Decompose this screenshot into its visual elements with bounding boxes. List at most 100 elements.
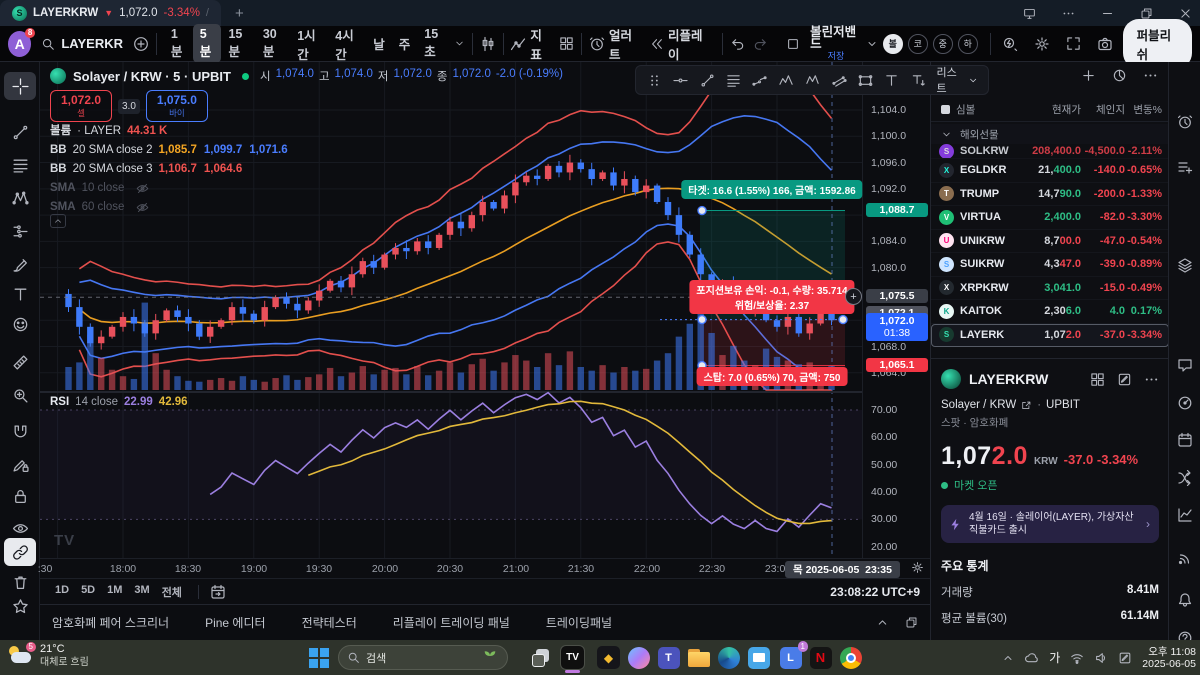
- hline-tool[interactable]: [668, 68, 692, 92]
- teams-app[interactable]: T: [656, 645, 681, 670]
- col-symbol[interactable]: 심볼: [956, 104, 976, 116]
- position-target-label[interactable]: 타겟: 16.6 (1.55%) 166, 금액: 1592.86: [681, 180, 863, 199]
- detail-symbol-name[interactable]: LAYERKRW: [969, 371, 1049, 387]
- watchlist-sections-icon[interactable]: [1112, 68, 1127, 83]
- panel-tab-3[interactable]: 전략테스터: [301, 616, 357, 630]
- notifications-icon[interactable]: [1175, 590, 1195, 610]
- detail-menu-icon[interactable]: [1144, 372, 1159, 387]
- anchored-text-tool[interactable]: [906, 68, 930, 92]
- chat-icon[interactable]: [1175, 355, 1195, 375]
- forecast-tool[interactable]: [4, 217, 36, 245]
- indicators-button[interactable]: 지표: [530, 28, 542, 62]
- browser-menu-icon[interactable]: [1062, 7, 1075, 20]
- tray-clock[interactable]: 오후 11:08 2025-06-05: [1142, 646, 1196, 670]
- chart-area[interactable]: Solayer / KRW · 5 · UPBIT 시 1,074.0 고 1,074…: [40, 62, 990, 558]
- quick-search-icon[interactable]: [1002, 36, 1018, 52]
- watchlist-menu-icon[interactable]: [1143, 68, 1158, 83]
- crosshair-plus-button[interactable]: +: [845, 288, 862, 306]
- timeframe-15분[interactable]: 15분: [228, 27, 243, 59]
- task-view-button[interactable]: [528, 645, 553, 670]
- external-link-icon[interactable]: [1021, 400, 1032, 411]
- chevron-down-icon[interactable]: [866, 38, 878, 50]
- quick-slot-3[interactable]: 중: [932, 33, 953, 54]
- drawing-lock-tool[interactable]: [4, 450, 36, 478]
- compare-arrows-icon[interactable]: [1175, 468, 1195, 488]
- watchlist-row-SOLKRW[interactable]: S SOLKRW 208,400.0 -4,500.0 -2.11%: [931, 144, 1169, 159]
- settings-gear-icon[interactable]: [1034, 36, 1050, 52]
- user-avatar[interactable]: A 8: [8, 27, 36, 57]
- remove-tool[interactable]: [4, 568, 36, 596]
- fullscreen-icon[interactable]: [1066, 36, 1081, 51]
- range-전체[interactable]: 전체: [161, 586, 182, 599]
- ms-store-app[interactable]: [746, 645, 771, 670]
- calendar-icon[interactable]: [1175, 430, 1195, 450]
- timeframe-주[interactable]: 주: [398, 38, 411, 52]
- detail-edit-icon[interactable]: [1117, 372, 1132, 387]
- detail-pair[interactable]: Solayer / KRW: [941, 399, 1017, 411]
- watchlist-row-TRUMP[interactable]: T TRUMP 14,790.0 -200.0 -1.33%: [931, 183, 1169, 206]
- alert-button[interactable]: 얼러트: [608, 28, 632, 62]
- range-1M[interactable]: 1M: [107, 583, 123, 596]
- panel-tab-5[interactable]: 트레이딩패널: [545, 616, 613, 630]
- list-icon[interactable]: [941, 105, 950, 114]
- tradingview-app[interactable]: TV: [560, 645, 585, 673]
- alerts-icon[interactable]: [1175, 112, 1195, 132]
- publish-button[interactable]: 퍼블리쉬: [1122, 18, 1192, 69]
- news-banner[interactable]: 4월 16일 · 솔레이어(LAYER), 가상자산 직불카드 출시 ›: [941, 505, 1159, 543]
- lock-all-tool[interactable]: [4, 482, 36, 510]
- tray-chevron-up-icon[interactable]: [1002, 652, 1014, 664]
- go-to-date-icon[interactable]: [210, 584, 226, 600]
- ime-korean-indicator[interactable]: 가: [1049, 651, 1061, 665]
- legend-row[interactable]: 볼륨 · LAYER 44.31 K: [50, 125, 168, 137]
- price-scale[interactable]: 1,104.0 1,100.0 1,096.0 1,092.0 1,084.0 1,080…: [845, 62, 930, 558]
- server-clock[interactable]: 23:08:22 UTC+9: [830, 584, 920, 599]
- elliott-wave-tool[interactable]: [774, 68, 798, 92]
- watchlist-row-LAYERK[interactable]: S LAYERK 1,072.0 -37.0 -3.34%: [931, 323, 1169, 347]
- alert-clock-icon[interactable]: [589, 36, 605, 52]
- timeframe-30분[interactable]: 30분: [262, 27, 277, 59]
- time-settings-gear-icon[interactable]: [911, 561, 924, 574]
- streams-icon[interactable]: [1175, 548, 1195, 568]
- zoom-in-tool[interactable]: [4, 381, 36, 409]
- channel-tool[interactable]: [748, 68, 772, 92]
- watchlist-row-VIRTUA[interactable]: V VIRTUA 2,400.0 -82.0 -3.30%: [931, 206, 1169, 230]
- text-tool[interactable]: [880, 68, 904, 92]
- chrome-app[interactable]: [838, 645, 863, 670]
- timeframe-15초[interactable]: 15초: [424, 27, 439, 59]
- quick-slot-2[interactable]: 코: [907, 33, 928, 54]
- pen-icon[interactable]: [1118, 651, 1132, 665]
- watchlist-section-header[interactable]: 해외선물: [931, 124, 1169, 144]
- file-explorer-app[interactable]: [686, 645, 711, 670]
- range-3M[interactable]: 3M: [134, 583, 150, 596]
- crosshair-tool[interactable]: [4, 72, 36, 100]
- panel-tab-1[interactable]: 암호화폐 페어 스크리너: [52, 616, 170, 630]
- minimize-button[interactable]: [1101, 7, 1114, 20]
- timeframe-4시간[interactable]: 4시간: [335, 28, 354, 62]
- volume-icon[interactable]: [1094, 651, 1108, 665]
- sell-button[interactable]: 1,072.0 셀: [50, 90, 112, 122]
- watchlist-row-SUIKRW[interactable]: S SUIKRW 4,347.0 -39.0 -0.89%: [931, 253, 1169, 277]
- rectangle-tool[interactable]: [853, 68, 877, 92]
- layout-grid-icon[interactable]: [559, 36, 574, 51]
- parallel-channel-tool[interactable]: [827, 68, 851, 92]
- col-percent[interactable]: 변동%: [1133, 104, 1162, 116]
- brush-tool[interactable]: [4, 250, 36, 278]
- candle-style-icon[interactable]: [480, 36, 496, 52]
- trendline-tool[interactable]: [4, 118, 36, 146]
- panel-tab-4[interactable]: 리플레이 트레이딩 패널: [392, 616, 510, 630]
- replay-icon[interactable]: [650, 37, 664, 51]
- chart-panel-icon[interactable]: [1175, 505, 1195, 525]
- legend-row[interactable]: SMA 60 close: [50, 198, 288, 217]
- weather-widget[interactable]: 5 21°C 대체로 흐림: [8, 642, 89, 669]
- timeframe-1분[interactable]: 1분: [170, 27, 183, 59]
- range-1D[interactable]: 1D: [55, 583, 70, 596]
- measure-tool[interactable]: [4, 348, 36, 376]
- drag-handle[interactable]: [642, 68, 666, 92]
- layout-sync-icon[interactable]: [786, 37, 800, 51]
- detail-grid-icon[interactable]: [1090, 372, 1105, 387]
- template-selector[interactable]: 볼린저밴드 저장: [810, 25, 862, 62]
- timeframe-날[interactable]: 날: [373, 38, 385, 52]
- wifi-icon[interactable]: [1070, 651, 1084, 665]
- taskbar-search[interactable]: 검색: [338, 645, 508, 670]
